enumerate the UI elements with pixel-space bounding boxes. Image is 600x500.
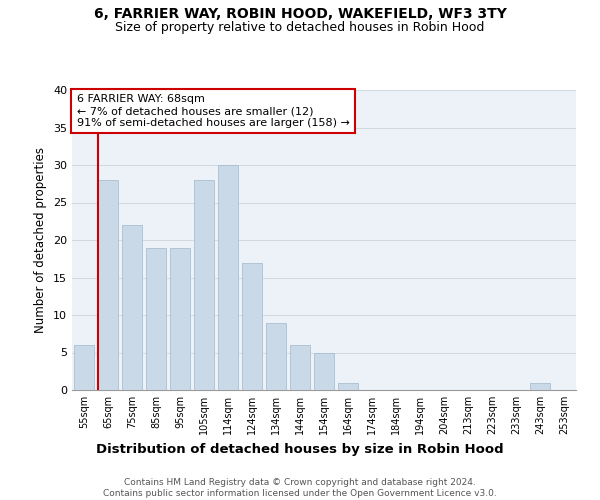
Text: Distribution of detached houses by size in Robin Hood: Distribution of detached houses by size … bbox=[96, 442, 504, 456]
Bar bbox=[146, 248, 166, 390]
Bar bbox=[194, 180, 214, 390]
Bar bbox=[218, 165, 238, 390]
Bar bbox=[338, 382, 358, 390]
Bar bbox=[266, 322, 286, 390]
Bar bbox=[122, 225, 142, 390]
Bar bbox=[170, 248, 190, 390]
Text: Contains HM Land Registry data © Crown copyright and database right 2024.
Contai: Contains HM Land Registry data © Crown c… bbox=[103, 478, 497, 498]
Text: 6 FARRIER WAY: 68sqm
← 7% of detached houses are smaller (12)
91% of semi-detach: 6 FARRIER WAY: 68sqm ← 7% of detached ho… bbox=[77, 94, 350, 128]
Bar bbox=[530, 382, 550, 390]
Bar bbox=[74, 345, 94, 390]
Bar bbox=[314, 352, 334, 390]
Text: Size of property relative to detached houses in Robin Hood: Size of property relative to detached ho… bbox=[115, 21, 485, 34]
Bar bbox=[98, 180, 118, 390]
Bar bbox=[242, 262, 262, 390]
Bar bbox=[290, 345, 310, 390]
Y-axis label: Number of detached properties: Number of detached properties bbox=[34, 147, 47, 333]
Text: 6, FARRIER WAY, ROBIN HOOD, WAKEFIELD, WF3 3TY: 6, FARRIER WAY, ROBIN HOOD, WAKEFIELD, W… bbox=[94, 8, 506, 22]
